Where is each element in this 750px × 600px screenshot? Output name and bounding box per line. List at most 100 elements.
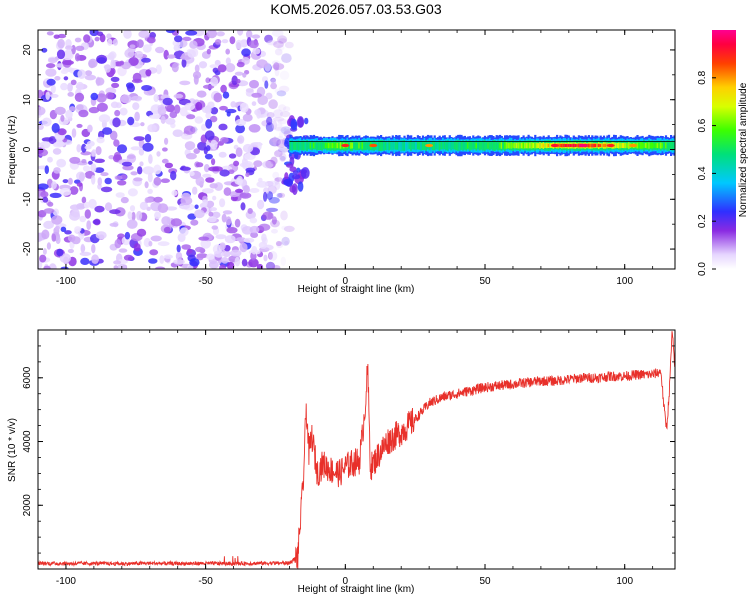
carrier-cell [480,141,483,150]
noise-blob [104,202,113,212]
noise-blob [65,109,73,119]
noise-blob [283,225,295,232]
noise-blob [262,160,274,169]
noise-blob [221,39,229,44]
y-tick-label: 20 [22,44,33,56]
noise-blob [196,90,207,98]
carrier-cell [363,140,366,151]
noise-blob [193,74,199,85]
noise-blob [69,204,81,211]
carrier-cell [472,141,475,150]
carrier-cell [457,140,460,151]
carrier-cell [571,144,574,147]
carrier-cell [309,142,312,149]
noise-blob [195,162,204,168]
noise-blob [252,47,261,55]
noise-blob [215,234,227,240]
noise-blob [86,220,92,231]
noise-blob [84,74,97,81]
noise-blob [183,125,196,135]
noise-blob [165,118,176,125]
colorbar-tick-label: 0.0 [697,262,708,276]
noise-blob [216,31,225,37]
noise-blob [210,76,219,87]
noise-blob [267,40,277,46]
x-tick-label: 0 [343,276,349,287]
y-tick-label: 0 [22,146,33,152]
noise-blob [170,170,177,181]
colorbar-tick-label: 0.2 [697,214,708,228]
noise-blob [235,118,247,127]
noise-blob [276,241,284,249]
noise-blob [62,60,74,66]
carrier-cell [478,140,482,151]
noise-blob [187,49,197,58]
noise-blob [214,70,221,76]
carrier-cell [564,144,567,147]
noise-blob [231,75,238,86]
carrier-cell [505,142,508,149]
carrier-cell [462,140,465,151]
noise-blob [223,187,232,196]
carrier-cell [477,141,480,150]
noise-blob [90,92,99,101]
carrier-cell [574,144,577,147]
noise-blob [184,102,196,111]
noise-blob [41,137,54,142]
noise-blob [171,62,179,73]
noise-blob [122,165,134,171]
noise-blob [45,68,57,77]
onset-blob [291,174,301,180]
noise-blob [273,124,285,132]
x-tick-label: -100 [56,576,76,587]
onset-blob [284,140,289,148]
carrier-cell [339,142,342,149]
noise-blob [261,233,267,243]
noise-blob [234,256,241,267]
noise-blob [214,39,222,45]
noise-blob [251,245,258,255]
noise-blob [43,265,51,269]
noise-blob [234,178,243,185]
noise-blob [59,253,71,264]
noise-blob [271,30,284,37]
x-tick-label: 50 [479,276,491,287]
noise-blob [274,150,283,158]
noise-blob [211,158,216,166]
noise-blob [266,112,275,119]
noise-blob [98,114,111,123]
noise-blob [272,136,277,147]
noise-blob [160,178,170,183]
noise-blob [224,235,236,244]
noise-blob [136,39,144,48]
noise-blob [250,232,259,238]
carrier-cell [649,142,653,149]
noise-blob [130,171,138,176]
carrier-cell [599,144,602,147]
carrier-cell [670,141,673,150]
noise-blob [209,183,218,189]
noise-blob [75,45,85,51]
carrier-peak [425,143,434,148]
noise-blob [282,106,291,112]
noise-blob [110,76,120,82]
noise-blob [104,64,111,73]
carrier-cell [408,141,411,150]
noise-blob [225,216,232,226]
noise-blob [189,171,195,177]
noise-blob [137,166,143,175]
noise-blob [163,254,173,259]
noise-blob [67,234,76,242]
noise-blob [116,144,128,154]
noise-blob [136,228,147,237]
noise-blob [142,166,155,175]
carrier-cell [659,142,663,149]
noise-blob [129,205,136,212]
carrier-cell [529,142,532,149]
carrier-cell [654,143,658,149]
carrier-cell [658,142,661,149]
noise-blob [88,60,96,69]
carrier-cell [329,142,332,149]
noise-blob [120,94,132,104]
noise-blob [207,216,217,223]
